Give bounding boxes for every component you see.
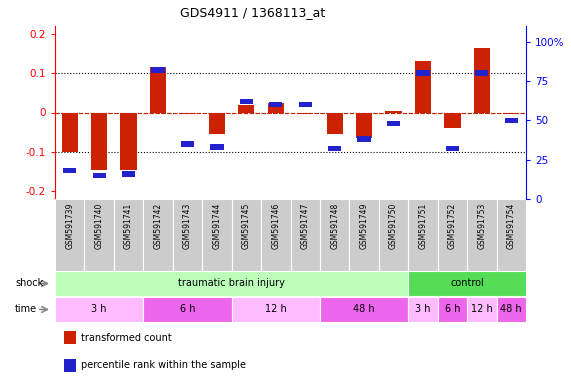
Text: transformed count: transformed count — [81, 333, 172, 343]
Bar — [416, 70, 429, 76]
Bar — [55, 271, 408, 296]
Bar — [65, 359, 76, 372]
Bar — [446, 146, 459, 151]
Bar — [291, 199, 320, 271]
Bar — [114, 199, 143, 271]
Text: GSM591744: GSM591744 — [212, 203, 222, 249]
Text: GSM591751: GSM591751 — [419, 203, 428, 249]
Bar — [143, 297, 232, 322]
Bar — [143, 199, 173, 271]
Text: GSM591741: GSM591741 — [124, 203, 133, 249]
Bar — [467, 199, 497, 271]
Text: 3 h: 3 h — [91, 305, 107, 314]
Text: traumatic brain injury: traumatic brain injury — [178, 278, 285, 288]
Bar — [209, 113, 225, 134]
Bar — [467, 297, 497, 322]
Bar — [357, 136, 371, 142]
Bar — [385, 111, 401, 113]
Text: shock: shock — [15, 278, 43, 288]
Text: GSM591742: GSM591742 — [154, 203, 163, 249]
Bar — [65, 331, 76, 344]
Bar — [408, 297, 438, 322]
Bar — [415, 61, 431, 113]
Bar — [268, 103, 284, 113]
Bar — [408, 199, 438, 271]
Bar — [269, 102, 283, 108]
Bar — [379, 199, 408, 271]
Text: GSM591739: GSM591739 — [65, 203, 74, 249]
Bar — [356, 113, 372, 138]
Bar — [181, 141, 194, 147]
Bar — [474, 48, 490, 113]
Text: GSM591743: GSM591743 — [183, 203, 192, 249]
Bar — [151, 67, 164, 73]
Bar — [438, 297, 467, 322]
Bar — [232, 297, 320, 322]
Text: GSM591752: GSM591752 — [448, 203, 457, 249]
Bar — [327, 113, 343, 134]
Bar — [63, 168, 77, 174]
Text: GSM591747: GSM591747 — [301, 203, 309, 249]
Text: GSM591746: GSM591746 — [271, 203, 280, 249]
Bar — [232, 199, 261, 271]
Bar — [202, 199, 232, 271]
Bar — [85, 199, 114, 271]
Bar — [505, 118, 518, 123]
Bar — [497, 199, 526, 271]
Text: 48 h: 48 h — [353, 305, 375, 314]
Bar — [261, 199, 291, 271]
Text: percentile rank within the sample: percentile rank within the sample — [81, 360, 246, 370]
Bar — [179, 113, 195, 114]
Text: GSM591754: GSM591754 — [507, 203, 516, 249]
Text: GSM591748: GSM591748 — [330, 203, 339, 249]
Text: 12 h: 12 h — [265, 305, 287, 314]
Bar — [240, 99, 253, 104]
Bar — [238, 104, 255, 113]
Bar — [150, 67, 166, 113]
Bar — [387, 121, 400, 126]
Text: GSM591745: GSM591745 — [242, 203, 251, 249]
Bar — [297, 113, 313, 114]
Text: 3 h: 3 h — [415, 305, 431, 314]
Bar — [349, 199, 379, 271]
Bar — [475, 70, 488, 76]
Bar — [408, 271, 526, 296]
Bar — [438, 199, 467, 271]
Bar — [55, 297, 143, 322]
Text: GSM591753: GSM591753 — [477, 203, 486, 249]
Text: GSM591740: GSM591740 — [95, 203, 104, 249]
Text: control: control — [451, 278, 484, 288]
Bar — [320, 199, 349, 271]
Bar — [328, 146, 341, 151]
Text: 48 h: 48 h — [500, 305, 522, 314]
Bar — [497, 297, 526, 322]
Bar — [62, 113, 78, 152]
Bar — [444, 113, 460, 128]
Bar — [120, 113, 136, 169]
Bar — [91, 113, 107, 169]
Text: 6 h: 6 h — [445, 305, 460, 314]
Bar — [503, 113, 520, 114]
Bar — [93, 173, 106, 178]
Bar — [320, 297, 408, 322]
Text: time: time — [15, 305, 37, 314]
Bar — [122, 171, 135, 177]
Text: 12 h: 12 h — [471, 305, 493, 314]
Bar — [173, 199, 202, 271]
Bar — [299, 102, 312, 108]
Text: GDS4911 / 1368113_at: GDS4911 / 1368113_at — [180, 6, 325, 19]
Text: GSM591750: GSM591750 — [389, 203, 398, 249]
Text: GSM591749: GSM591749 — [360, 203, 369, 249]
Bar — [210, 144, 223, 150]
Bar — [55, 199, 85, 271]
Text: 6 h: 6 h — [180, 305, 195, 314]
